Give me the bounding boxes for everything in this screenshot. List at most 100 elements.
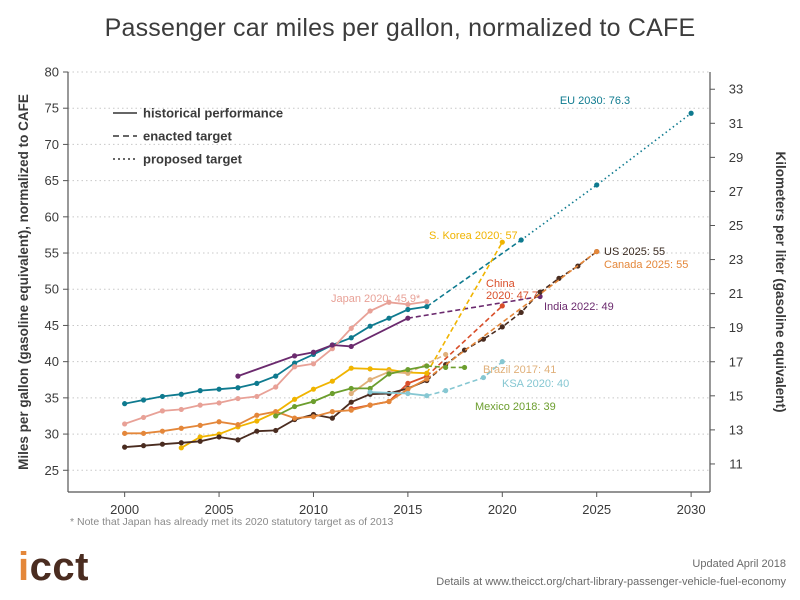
skorea-target-label: S. Korea 2020: 57	[429, 230, 518, 242]
mexico-target-point-2017	[443, 364, 449, 371]
eu-point-2005	[216, 386, 222, 392]
canada-point-2011	[329, 409, 335, 415]
brazil-point-2013	[367, 377, 373, 383]
ksa-target-point-2020	[499, 359, 505, 365]
eu-point-2007	[254, 380, 260, 386]
skorea-point-2013	[367, 366, 373, 372]
y2-tick-label-17: 17	[729, 354, 743, 369]
eu-proposed-line	[520, 112, 692, 241]
brazil-point-2012	[348, 390, 354, 397]
us-point-2007	[254, 428, 260, 434]
x-tick-label-2005: 2005	[205, 502, 234, 517]
mexico-point-2014	[386, 371, 392, 377]
india-target-label-line: India 2022: 49	[544, 301, 614, 313]
skorea-point-2011	[329, 378, 335, 384]
canada-point-2013	[367, 402, 373, 408]
ksa-target-label: KSA 2020: 40	[502, 378, 569, 390]
eu-point-2009	[291, 360, 298, 366]
eu-point-2004	[197, 388, 203, 394]
canada-point-2004	[197, 422, 203, 428]
y-tick-label-75: 75	[45, 101, 59, 116]
india-enacted-line	[407, 295, 541, 319]
details-link[interactable]: Details at www.theicct.org/chart-library…	[436, 576, 786, 588]
canada-point-2007	[254, 412, 260, 418]
mexico-point-2013	[367, 385, 373, 392]
mexico-point-2008	[273, 413, 279, 419]
skorea-point-2012	[348, 365, 354, 371]
mexico-point-2016	[424, 363, 430, 369]
eu-point-2013	[367, 323, 373, 329]
japan-point-2004	[197, 402, 203, 408]
us-point-2001	[140, 443, 147, 449]
ksa-target-label-line: KSA 2020: 40	[502, 378, 569, 390]
y2-tick-label-19: 19	[729, 320, 743, 335]
japan-point-2014	[386, 299, 392, 305]
footnote: * Note that Japan has already met its 20…	[70, 516, 394, 528]
y2-tick-label-15: 15	[729, 388, 743, 403]
skorea-historical-line	[180, 367, 427, 449]
skorea-point-2010	[310, 386, 317, 392]
canada-point-2009	[291, 415, 298, 421]
mexico-point-2015	[405, 367, 411, 373]
eu-point-2015	[405, 306, 411, 313]
china-target-label-line: China	[486, 278, 516, 290]
skorea-enacted-line	[426, 241, 503, 374]
us-point-2005	[216, 434, 222, 440]
japan-point-2006	[235, 395, 241, 402]
y-tick-label-40: 40	[45, 354, 59, 369]
brazil-target-point-2017	[443, 351, 449, 358]
brazil-target-label: Brazil 2017: 41	[483, 364, 556, 376]
mexico-target-point-2018	[461, 364, 468, 371]
canada-point-2006	[235, 422, 241, 428]
us-target-point-2023	[556, 275, 562, 281]
x-tick-label-2020: 2020	[488, 502, 517, 517]
eu-point-2014	[386, 315, 392, 321]
ksa-point-2013	[367, 389, 373, 395]
india-point-2012	[348, 343, 354, 350]
logo-dot-letter: i	[18, 545, 30, 589]
y2-tick-label-31: 31	[729, 116, 743, 131]
japan-point-2008	[273, 384, 279, 390]
canada-point-2002	[159, 428, 166, 434]
india-point-2009	[291, 353, 298, 359]
us-point-2011	[329, 415, 335, 421]
eu-point-2002	[159, 393, 166, 400]
y-tick-label-65: 65	[45, 173, 59, 188]
us-point-2006	[235, 437, 241, 443]
china-target-point-2020	[499, 303, 505, 309]
japan-point-2001	[140, 414, 147, 421]
x-tick-label-2010: 2010	[299, 502, 328, 517]
updated-note: Updated April 2018	[692, 558, 786, 570]
india-historical-line	[237, 317, 409, 377]
china-target-label-line: 2020: 47.7	[486, 290, 538, 302]
eu-point-2012	[348, 335, 354, 341]
eu-enacted-line	[426, 239, 522, 308]
ksa-point-2015	[405, 390, 411, 397]
y-tick-label-35: 35	[45, 390, 59, 405]
eu-proposed-point-2030	[688, 110, 694, 116]
ksa-point-2016	[424, 393, 430, 399]
china-target-label: China 2020: 47.7	[486, 278, 538, 302]
canada-point-2015	[405, 386, 411, 392]
eu-point-2001	[140, 397, 147, 403]
us-target-label: US 2025: 55	[604, 246, 665, 258]
china-enacted-line	[426, 305, 503, 377]
us-point-2002	[159, 441, 166, 447]
y-tick-label-70: 70	[45, 137, 59, 152]
skorea-point-2009	[291, 396, 298, 402]
japan-target-label-line: Japan 2020: 45.9*	[331, 293, 421, 305]
y-tick-label-25: 25	[45, 463, 59, 478]
icct-logo: icct	[18, 545, 89, 590]
canada-point-2001	[140, 430, 147, 436]
x-tick-label-2025: 2025	[582, 502, 611, 517]
y2-tick-label-29: 29	[729, 150, 743, 165]
y2-tick-label-21: 21	[729, 286, 743, 301]
skorea-point-2003	[178, 445, 184, 451]
japan-point-2005	[216, 400, 222, 406]
japan-point-2012	[348, 325, 354, 331]
japan-point-2010	[310, 361, 317, 367]
mexico-point-2009	[291, 403, 298, 410]
us-point-2008	[273, 427, 279, 434]
y-tick-label-30: 30	[45, 427, 59, 442]
